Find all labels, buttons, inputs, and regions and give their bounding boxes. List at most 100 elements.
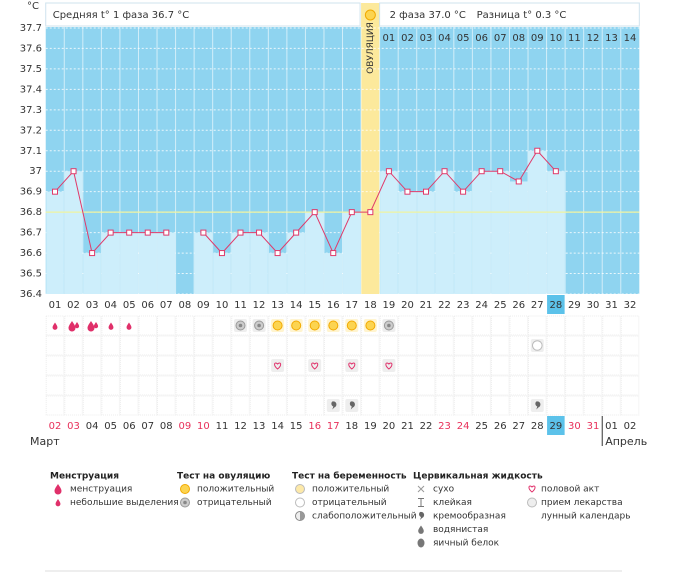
x-tick-label: 32: [624, 300, 637, 311]
event-cell: [119, 395, 139, 416]
event-cell: [509, 375, 529, 396]
event-cell: [305, 335, 324, 356]
ovulation-test-negative: [382, 319, 396, 332]
event-cell: [268, 375, 287, 396]
calendar-date: 14: [271, 421, 284, 432]
temperature-point: [385, 168, 392, 175]
event-cell: [416, 335, 436, 356]
event-cell: [416, 315, 436, 336]
drop-icon: [87, 321, 95, 332]
event-cell: [361, 315, 380, 336]
y-tick-label: 36.7: [20, 228, 42, 239]
legend-icon: [528, 485, 536, 493]
event-cell: [379, 375, 399, 396]
event-cell: [528, 375, 547, 396]
temperature-bar: [398, 191, 417, 294]
event-cell: [323, 355, 343, 376]
temperature-bar: [324, 253, 343, 294]
calendar-date: 27: [512, 421, 525, 432]
temperature-point: [552, 168, 559, 175]
event-cell: [565, 315, 584, 336]
event-cell: [194, 375, 213, 396]
phase2-average: 2 фаза 37.0 °C: [390, 10, 466, 21]
y-tick-label: 37.2: [20, 125, 42, 136]
event-cell: [490, 355, 510, 376]
calendar-date: 11: [216, 421, 229, 432]
legend-icon-part: [419, 511, 425, 520]
legend-item: положительный: [197, 485, 274, 495]
temperature-point: [274, 250, 281, 257]
event-cell: [472, 315, 491, 336]
today-highlight: [547, 416, 565, 435]
today-highlight: [547, 295, 565, 314]
legend-icon-part: [55, 499, 61, 507]
temperature-bar: [268, 253, 287, 294]
legend-icon-part: [417, 485, 425, 493]
phase2-day-label: 03: [420, 33, 433, 44]
ovulation-test-positive: [271, 319, 285, 332]
phase2-day-label: 07: [494, 33, 507, 44]
legend-icon-part: [527, 497, 537, 508]
legend-icon-part: [418, 498, 424, 507]
event-cell: [119, 335, 139, 356]
event-cell: [231, 395, 250, 416]
calendar-date: 08: [160, 421, 173, 432]
intercourse-icon: [382, 359, 396, 372]
calendar-date: 02: [49, 421, 62, 432]
event-cell: [379, 395, 399, 416]
temperature-point: [330, 250, 337, 257]
event-cell: [305, 315, 324, 336]
pregnancy-test-negative: [530, 339, 544, 352]
x-tick-label: 02: [67, 300, 80, 311]
drop-icon: [74, 322, 80, 329]
calendar-date: 19: [364, 421, 377, 432]
legend-icon: [417, 485, 425, 493]
legend-item: водянистая: [433, 525, 488, 535]
event-cell: [342, 395, 362, 416]
event-cell: [546, 395, 566, 416]
event-cell: [138, 335, 158, 356]
temperature-bar: [64, 171, 83, 294]
legend-icon: [295, 511, 305, 521]
event-cell: [490, 315, 510, 336]
event-cell: [602, 395, 621, 416]
temperature-bar: [194, 232, 213, 294]
event-cell: [119, 355, 139, 376]
x-tick-label: 20: [401, 300, 414, 311]
legend-item: менструация: [70, 485, 132, 495]
temperature-bar: [138, 232, 157, 294]
temperature-bar: [472, 171, 491, 294]
drop-icon: [126, 322, 132, 330]
temperature-bar: [454, 191, 472, 294]
temperature-bar: [380, 171, 398, 294]
month-label: Март: [30, 435, 60, 448]
legend-item: лунный календарь: [541, 512, 631, 522]
event-cell: [602, 355, 621, 376]
event-cell: [528, 335, 547, 356]
x-tick-label: 19: [383, 300, 396, 311]
ovulation-test-positive: [363, 319, 377, 332]
temperature-point: [89, 250, 96, 257]
temperature-bar: [417, 191, 435, 294]
phase2-day-label: 12: [587, 33, 600, 44]
event-cell: [509, 395, 529, 416]
event-cell: [305, 355, 324, 376]
temperature-point: [423, 188, 429, 195]
phase2-day-label: 11: [568, 33, 581, 44]
event-cell: [82, 315, 102, 336]
ovulation-test-positive: [345, 319, 359, 332]
event-cell: [509, 355, 529, 376]
event-cell: [620, 395, 640, 416]
event-cell: [249, 375, 269, 396]
event-cell: [138, 395, 158, 416]
temperature-point: [144, 229, 151, 236]
y-tick-label: 37.5: [20, 64, 42, 75]
event-cell: [435, 315, 454, 336]
event-cell: [212, 355, 232, 376]
event-cell: [435, 355, 454, 376]
legend-icon: [417, 538, 425, 548]
event-cell: [583, 395, 603, 416]
event-cell: [305, 395, 324, 416]
temperature-point: [367, 209, 374, 216]
